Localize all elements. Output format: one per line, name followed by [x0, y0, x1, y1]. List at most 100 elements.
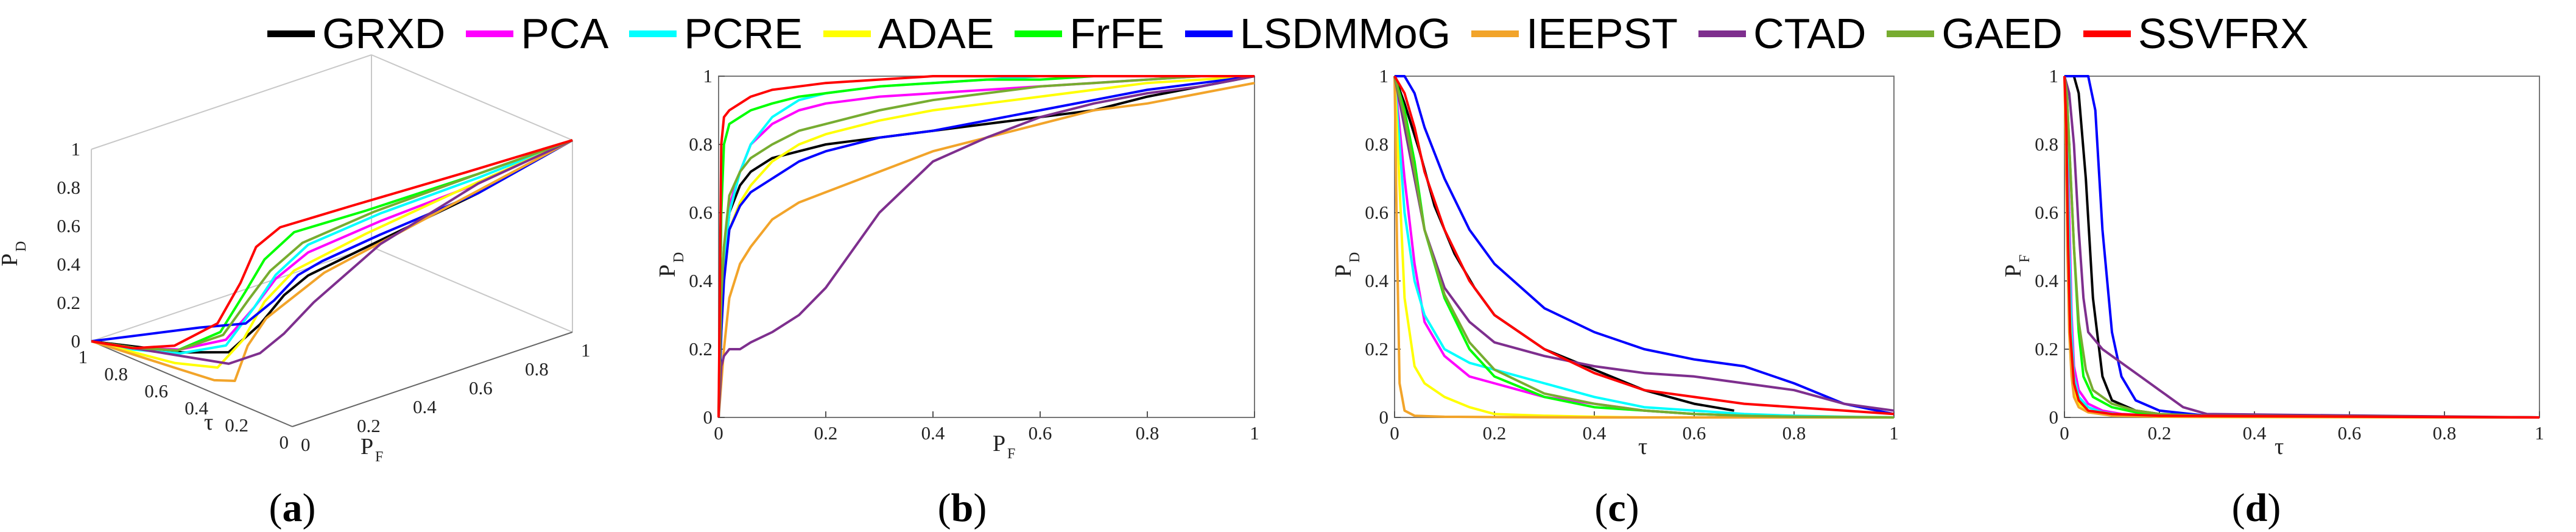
series-ssvfrx	[2063, 76, 2540, 419]
legend-label: GAED	[1941, 10, 2063, 57]
x-tick-label: 0.6	[2338, 422, 2362, 444]
series-pca	[1393, 76, 1895, 419]
tau-tick-label: 0	[280, 431, 289, 453]
legend-item-frfe: FrFE	[1015, 12, 1164, 55]
pf-tick-label: 1	[581, 339, 591, 361]
chart-d-ylabel-main: P	[2001, 264, 2026, 277]
series-ctad	[91, 139, 573, 365]
x-tick-label: 0.4	[921, 422, 945, 444]
tau-tick-label: 0.8	[104, 363, 128, 385]
x-tick-label: 0.6	[1029, 422, 1052, 444]
legend-item-adae: ADAE	[823, 12, 994, 55]
series-adae	[2063, 76, 2540, 419]
plot-frame	[1394, 76, 1895, 418]
series-ieepst	[717, 82, 1255, 418]
legend: GRXD PCA PCRE ADAE FrFE LSDMMoG IEEPST CTAD GAED…	[0, 0, 2576, 67]
legend-item-grxd: GRXD	[267, 12, 445, 55]
series-grxd	[717, 75, 1255, 418]
legend-item-pcre: PCRE	[629, 12, 803, 55]
chart-d-caption-text: (d)	[2232, 486, 2281, 530]
legend-item-ssvfrx: SSVFRX	[2083, 12, 2309, 55]
y-tick-label: 0.8	[2035, 133, 2058, 155]
series-pca	[717, 75, 1255, 418]
series-lsdmmog	[91, 139, 573, 342]
x-tick-label: 0.4	[1583, 422, 1606, 444]
chart-c: 0 0.2 0.4 0.6 0.8 1 0 0.2 0.4 0.6 0.8 1 τ P D (c)	[1331, 65, 1899, 530]
y-tick-label: 1	[2049, 65, 2059, 87]
y-tick-label: 0.4	[689, 270, 713, 291]
tau-tick-label: 0.6	[144, 380, 168, 402]
chart-a-series	[91, 139, 573, 382]
y-tick-label: 0	[1379, 406, 1389, 428]
legend-swatch	[2083, 30, 2131, 37]
chart-c-caption-text: (c)	[1594, 486, 1639, 530]
chart-a-ticks: 10.80.60.40.20 00.20.40.60.8100.20.40.60.…	[57, 138, 590, 455]
x-tick-label: 1	[1250, 422, 1259, 444]
chart-d-ylabel: P F	[2001, 255, 2033, 277]
y-tick-label: 1	[703, 65, 713, 87]
series-pcre	[717, 75, 1255, 418]
pf-tick-label: 0.2	[357, 415, 381, 436]
x-tick-label: 0.8	[1782, 422, 1806, 444]
legend-item-lsdmmog: LSDMMoG	[1184, 10, 1451, 57]
legend-swatch	[1184, 30, 1233, 37]
pf-tick-label: 0.4	[413, 396, 437, 417]
legend-label: GRXD	[322, 10, 446, 57]
legend-swatch	[629, 30, 677, 37]
chart-b-ylabel: P D	[655, 252, 687, 277]
y-tick-label: 0	[703, 406, 713, 428]
chart-b-ylabel-main: P	[655, 264, 680, 277]
y-tick-label: 0.6	[689, 202, 713, 223]
series-ssvfrx	[717, 75, 1255, 418]
series-pcre	[2063, 76, 2540, 419]
chart-c-xlabel: τ	[1638, 434, 1647, 459]
legend-label: LSDMMoG	[1239, 10, 1451, 57]
y-tick-label: 1	[1379, 65, 1389, 87]
chart-a-grid	[91, 54, 573, 427]
series-frfe	[2063, 76, 2540, 419]
tau-tick-label: 0.2	[225, 414, 248, 436]
series-grxd	[2064, 75, 2540, 419]
pd-tick-label: 0.8	[57, 177, 80, 198]
chart-b-xlabel-sub: F	[1007, 446, 1015, 462]
chart-a-pf-label-main: P	[361, 434, 373, 459]
legend-label: IEEPST	[1526, 10, 1678, 57]
pd-tick-label: 0.2	[57, 292, 80, 313]
series-gaed	[91, 139, 573, 352]
chart-b-caption-text: (b)	[938, 486, 987, 530]
grid-edge	[371, 246, 573, 333]
chart-d-ylabel-sub: F	[2017, 255, 2033, 263]
chart-d: 0 0.2 0.4 0.6 0.8 1 0 0.2 0.4 0.6 0.8 1 τ P F (d)	[2001, 65, 2544, 530]
plot-frame	[718, 76, 1255, 418]
y-tick-label: 0.8	[689, 133, 713, 155]
grid-edge	[371, 54, 573, 141]
pd-tick-label: 0.4	[57, 254, 80, 275]
series-frfe	[1393, 76, 1895, 419]
legend-label: FrFE	[1069, 10, 1164, 57]
chart-a-pd-label-sub: D	[13, 241, 29, 252]
legend-swatch	[823, 30, 871, 37]
chart-c-caption: (c)	[1594, 486, 1639, 530]
legend-item-gaed: GAED	[1887, 10, 2063, 57]
series-adae	[717, 75, 1255, 418]
y-tick-label: 0.2	[689, 338, 713, 360]
y-tick-label: 0.8	[1365, 133, 1388, 155]
chart-a-pf-label: P F	[361, 434, 383, 465]
chart-b-xlabel-main: P	[993, 431, 1005, 456]
series-pca	[2063, 76, 2540, 419]
pf-tick-label: 0	[301, 434, 311, 455]
series-gaed	[2063, 76, 2540, 419]
y-tick-label: 0.4	[2035, 270, 2058, 291]
y-tick-label: 0.2	[1365, 338, 1388, 360]
chart-a-tau-label: τ	[204, 410, 213, 435]
series-gaed	[717, 75, 1255, 418]
x-tick-label: 0.4	[2243, 422, 2267, 444]
pd-tick-label: 1	[71, 138, 81, 160]
legend-swatch	[1698, 30, 1747, 37]
pf-tick-label: 0.6	[469, 377, 493, 399]
legend-item-ctad: CTAD	[1698, 12, 1866, 55]
series-ctad	[2063, 76, 2540, 419]
legend-item-ieepst: IEEPST	[1471, 12, 1678, 55]
series-adae	[91, 139, 573, 369]
series-ieepst	[1393, 76, 1894, 419]
